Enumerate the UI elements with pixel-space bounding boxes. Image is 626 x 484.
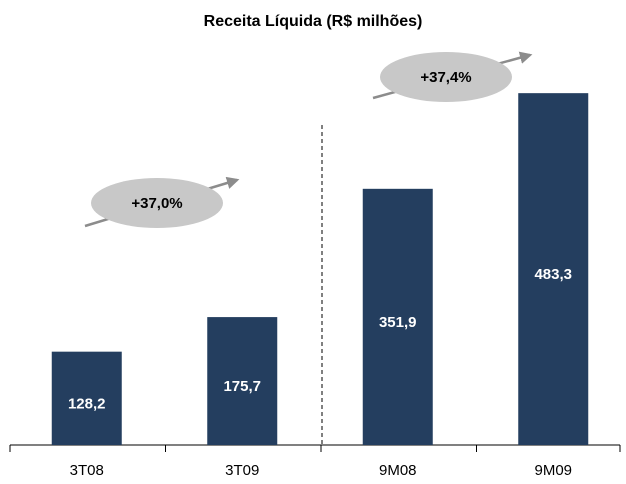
value-label: 351,9 bbox=[379, 314, 417, 331]
bar bbox=[207, 317, 278, 445]
value-label: 128,2 bbox=[68, 395, 106, 412]
x-tick-label: 9M08 bbox=[379, 462, 417, 479]
value-label: 175,7 bbox=[223, 378, 261, 395]
x-tick-label: 3T09 bbox=[225, 462, 259, 479]
annotation-label: +37,4% bbox=[420, 69, 471, 86]
annotation-label: +37,0% bbox=[131, 195, 182, 212]
x-tick-label: 9M09 bbox=[534, 462, 572, 479]
bar bbox=[518, 93, 589, 446]
bar bbox=[51, 351, 122, 445]
annotation-1 bbox=[84, 176, 240, 228]
annotation-2 bbox=[372, 51, 533, 102]
x-tick-label: 3T08 bbox=[70, 462, 104, 479]
value-label: 483,3 bbox=[534, 266, 572, 283]
bar bbox=[362, 188, 433, 445]
chart-title: Receita Líquida (R$ milhões) bbox=[204, 13, 423, 30]
